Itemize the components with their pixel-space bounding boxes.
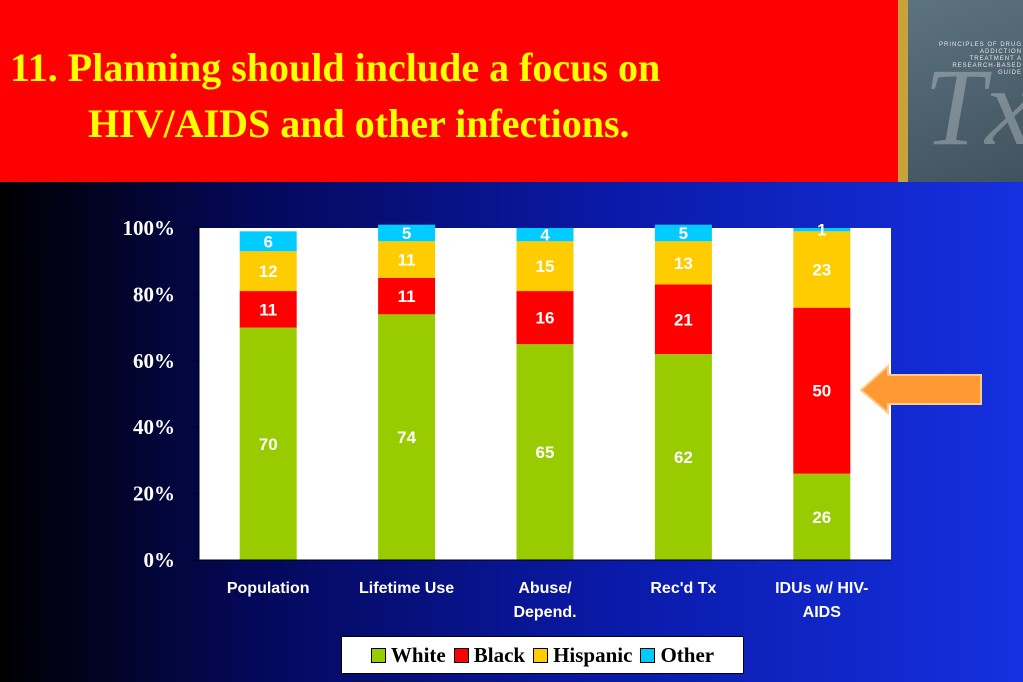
legend-item-other: Other (640, 643, 714, 668)
data-label-white-4: 26 (812, 508, 831, 527)
bar-hispanic-1 (378, 241, 436, 278)
y-tick-label: 80% (133, 282, 175, 306)
legend-swatch (370, 647, 386, 663)
x-tick-label: Lifetime Use (359, 580, 454, 597)
x-tick-label: Population (227, 580, 310, 597)
legend-label: Other (660, 642, 715, 667)
legend-item-hispanic: Hispanic (533, 643, 632, 668)
title-line-1: 11. Planning should include a focus on (10, 45, 661, 90)
bar-other-3 (654, 224, 712, 242)
x-tick-label: AIDS (803, 604, 842, 621)
data-label-black-1: 11 (398, 287, 416, 306)
bar-other-1 (378, 224, 436, 242)
x-tick-label: Rec'd Tx (650, 580, 716, 597)
bar-white-0 (239, 327, 297, 560)
data-label-hispanic-4: 23 (812, 261, 831, 280)
legend-label: Black (473, 642, 526, 667)
cover-tx-mark: Tx (924, 46, 1023, 168)
data-label-white-0: 70 (259, 435, 278, 454)
stacked-bar-chart: 70 11 12 6 74 11 11 5 65 16 15 4 62 21 13 5 26 50 23 1 0% 20… (123, 216, 982, 621)
bar-white-4 (793, 473, 851, 560)
legend-item-white: White (370, 642, 446, 668)
y-tick-label: 100% (123, 216, 176, 240)
legend-swatch (640, 647, 656, 663)
data-label-hispanic-0: 12 (259, 262, 278, 281)
bar-black-3 (654, 284, 712, 355)
data-label-white-1: 74 (397, 428, 416, 447)
data-label-black-3: 21 (674, 310, 693, 329)
data-label-white-2: 65 (536, 443, 555, 462)
data-label-hispanic-2: 15 (536, 257, 555, 276)
book-cover-thumbnail: PRINCIPLES OF DRUG ADDICTION TREATMENT A… (898, 0, 1023, 182)
legend-item-black: Black (453, 642, 526, 668)
y-tick-label: 20% (133, 482, 175, 506)
bar-hispanic-3 (654, 241, 712, 285)
data-label-hispanic-3: 13 (674, 254, 693, 273)
bar-other-4 (793, 228, 851, 232)
bar-hispanic-0 (239, 251, 297, 292)
data-label-other-3: 5 (679, 224, 688, 243)
book-cover-image: PRINCIPLES OF DRUG ADDICTION TREATMENT A… (908, 0, 1023, 182)
data-label-other-2: 4 (540, 226, 550, 245)
y-tick-label: 0% (144, 548, 176, 572)
x-tick-label: IDUs w/ HIV- (775, 580, 868, 597)
data-label-white-3: 62 (674, 448, 693, 467)
bar-black-1 (378, 277, 436, 315)
y-tick-label: 40% (133, 415, 175, 439)
x-tick-label: Depend. (513, 604, 576, 621)
bar-white-2 (516, 344, 574, 560)
data-label-black-4: 50 (812, 382, 831, 401)
y-axis: 0% 20% 40% 60% 80% 100% (123, 216, 891, 572)
bar-other-0 (239, 231, 297, 252)
legend-swatch (453, 647, 469, 663)
orange-arrow-shape (859, 363, 982, 416)
data-label-hispanic-1: 11 (398, 251, 416, 270)
bar-white-3 (654, 354, 712, 560)
x-tick-label: Abuse/ (518, 580, 572, 597)
x-axis-labels: Population Lifetime Use Abuse/Depend. Rec'd… (227, 580, 869, 621)
bar-black-2 (516, 291, 574, 345)
y-tick-label: 60% (133, 349, 175, 373)
cover-text: PRINCIPLES OF DRUG ADDICTION TREATMENT A… (938, 42, 1022, 76)
arrow-icon (859, 363, 982, 416)
header-banner: 11. Planning should include a focus on H… (0, 0, 1023, 182)
title-line-2: HIV/AIDS and other infections. (88, 101, 630, 146)
data-label-black-0: 11 (259, 300, 277, 319)
bar-black-4 (793, 307, 851, 474)
bar-hispanic-2 (516, 241, 574, 292)
bar-hispanic-4 (793, 231, 851, 308)
chart-legend: White Black Hispanic Other (341, 636, 744, 674)
legend-swatch (533, 647, 549, 663)
data-label-other-0: 6 (263, 232, 272, 251)
data-label-other-4: 1 (817, 221, 826, 240)
slide-title: 11. Planning should include a focus on H… (10, 40, 890, 152)
data-label-black-2: 16 (536, 309, 555, 328)
bar-other-2 (516, 228, 574, 242)
legend-label: White (390, 642, 446, 667)
bar-white-1 (378, 314, 436, 560)
bar-group: 70 11 12 6 74 11 11 5 65 16 15 4 62 21 13 5 26 50 23 1 (239, 221, 851, 560)
data-label-other-1: 5 (402, 224, 411, 243)
bar-black-0 (239, 291, 297, 328)
legend-label: Hispanic (553, 642, 633, 667)
